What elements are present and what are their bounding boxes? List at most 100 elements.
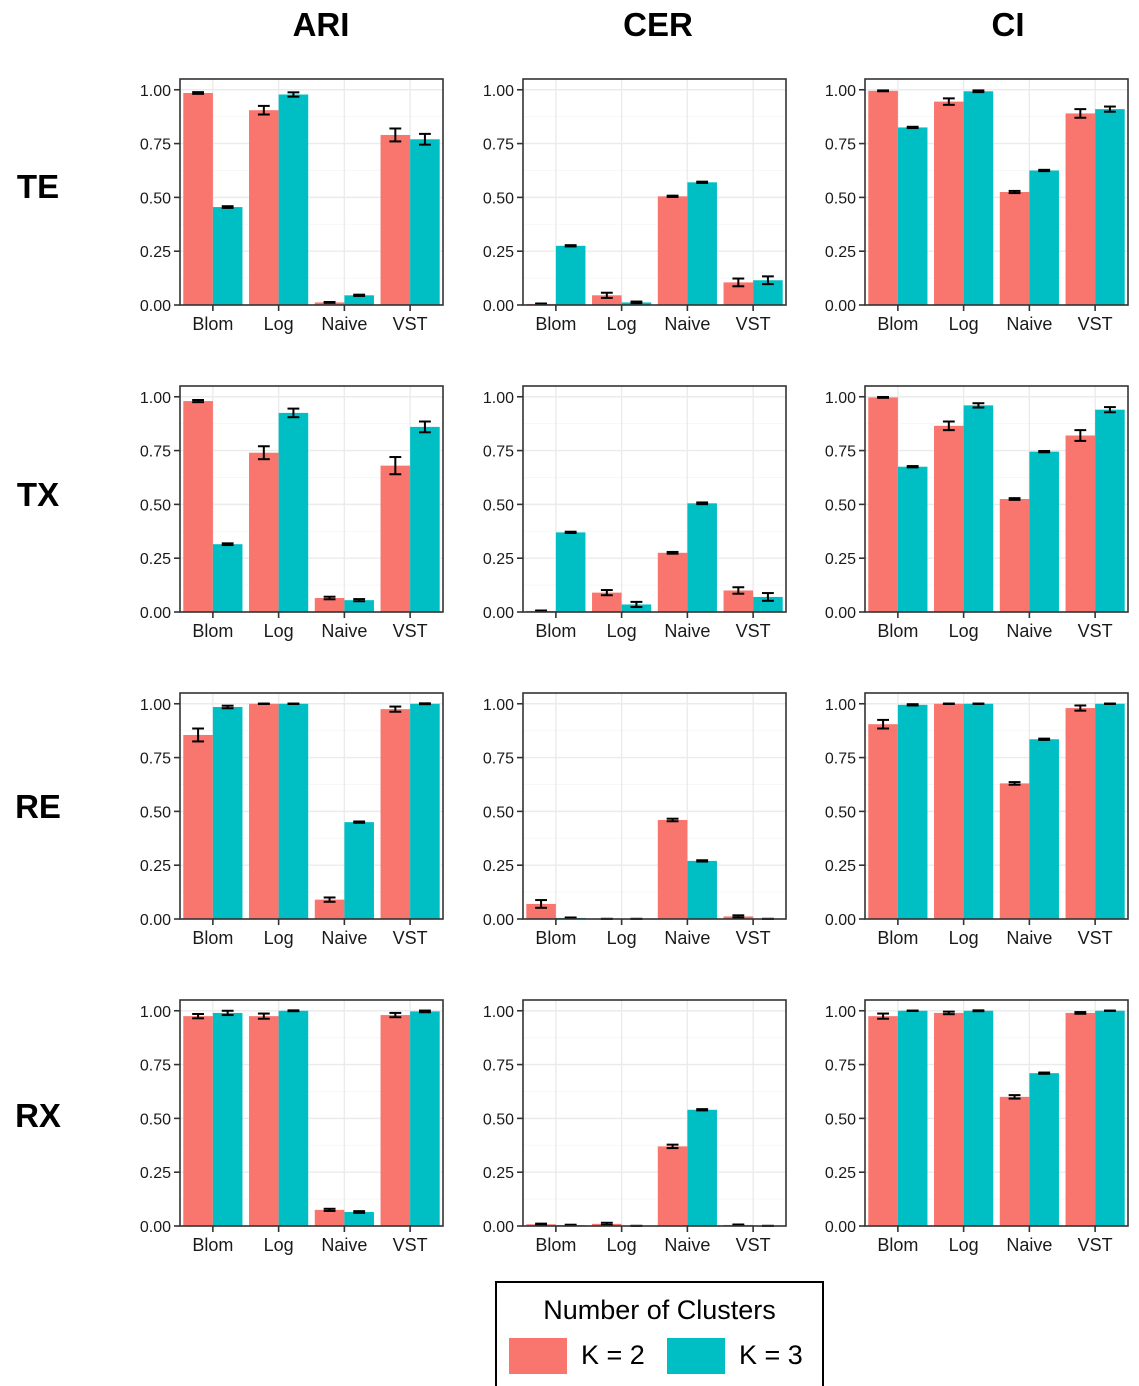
- y-tick-label-tx-ci-1-00: 1.00: [825, 390, 856, 407]
- bar-te-ci-blom-k-2: [868, 90, 898, 305]
- panel-border-re-ari: [179, 692, 444, 920]
- x-tick-label-te-ci-vst: VST: [1078, 314, 1113, 334]
- legend: Number of Clusters K = 2 K = 3: [495, 1281, 824, 1386]
- y-tick-label-te-ari-1-00: 1.00: [140, 83, 171, 100]
- x-tick-label-tx-ari-log: Log: [264, 621, 294, 641]
- bar-re-cer-naive-k-3: [687, 860, 717, 919]
- y-tick-label-rx-ari-0-25: 0.25: [140, 1165, 171, 1182]
- bar-rx-ci-blom-k-3: [897, 1010, 928, 1226]
- bar-re-ci-vst-k-2: [1065, 708, 1096, 919]
- bar-rx-ci-blom-k-2: [868, 1016, 898, 1226]
- x-tick-label-re-ari-log: Log: [264, 928, 294, 948]
- bar-re-ci-vst-k-3: [1095, 703, 1125, 919]
- x-tick-label-re-ari-vst: VST: [393, 928, 428, 948]
- bar-tx-ci-vst-k-3: [1095, 409, 1125, 612]
- bar-te-ci-naive-k-3: [1029, 170, 1059, 305]
- bar-re-ci-blom-k-2: [868, 724, 898, 919]
- row-label-rx: RX: [15, 1097, 61, 1134]
- x-tick-label-te-cer-naive: Naive: [664, 314, 710, 334]
- y-tick-label-re-ari-0-75: 0.75: [140, 751, 171, 768]
- bar-tx-cer-blom-k-3: [555, 532, 586, 612]
- bar-tx-cer-vst-k-2: [723, 590, 754, 612]
- y-tick-label-te-ari-0-25: 0.25: [140, 244, 171, 261]
- x-tick-label-rx-ari-naive: Naive: [321, 1235, 367, 1255]
- panel-border-tx-cer: [522, 385, 787, 613]
- panel-border-te-ari: [179, 78, 444, 306]
- y-tick-label-tx-cer-1-00: 1.00: [483, 390, 514, 407]
- x-tick-label-te-cer-blom: Blom: [535, 314, 576, 334]
- y-tick-label-te-cer-0-75: 0.75: [483, 137, 514, 154]
- bar-re-cer-naive-k-2: [657, 819, 688, 919]
- x-tick-label-tx-cer-vst: VST: [736, 621, 771, 641]
- panel-border-re-ci: [864, 692, 1129, 920]
- bar-tx-ari-log-k-3: [278, 412, 309, 612]
- y-tick-label-tx-ari-0-50: 0.50: [140, 497, 171, 514]
- y-tick-label-te-cer-0-25: 0.25: [483, 244, 514, 261]
- x-tick-label-tx-ari-blom: Blom: [192, 621, 233, 641]
- bar-rx-ari-vst-k-3: [410, 1011, 440, 1226]
- y-tick-label-te-ci-1-00: 1.00: [825, 83, 856, 100]
- bar-te-cer-naive-k-2: [657, 196, 688, 305]
- y-tick-label-tx-ci-0-00: 0.00: [825, 605, 856, 622]
- x-tick-label-tx-ari-naive: Naive: [321, 621, 367, 641]
- x-tick-label-rx-ci-blom: Blom: [877, 1235, 918, 1255]
- legend-label-k3: K = 3: [739, 1340, 803, 1370]
- column-title-ari: ARI: [293, 6, 350, 43]
- bar-tx-ari-naive-k-3: [344, 600, 374, 612]
- bar-rx-ari-log-k-3: [278, 1010, 309, 1226]
- row-label-te: TE: [17, 168, 59, 205]
- bar-te-cer-log-k-2: [592, 295, 622, 305]
- x-tick-label-re-ci-blom: Blom: [877, 928, 918, 948]
- x-tick-label-re-ari-blom: Blom: [192, 928, 233, 948]
- x-tick-label-rx-cer-blom: Blom: [535, 1235, 576, 1255]
- y-tick-label-te-ci-0-00: 0.00: [825, 298, 856, 315]
- bar-rx-ci-log-k-3: [963, 1010, 994, 1226]
- x-tick-label-re-ci-naive: Naive: [1006, 928, 1052, 948]
- panel-background-rx-cer: [523, 1000, 786, 1226]
- x-tick-label-rx-ari-log: Log: [264, 1235, 294, 1255]
- y-tick-label-rx-cer-0-50: 0.50: [483, 1111, 514, 1128]
- bar-tx-ari-blom-k-2: [183, 401, 213, 612]
- x-tick-label-tx-ci-log: Log: [949, 621, 979, 641]
- x-tick-label-te-ari-log: Log: [264, 314, 294, 334]
- legend-label-k2: K = 2: [581, 1340, 645, 1370]
- x-tick-label-re-cer-naive: Naive: [664, 928, 710, 948]
- y-tick-label-re-ari-0-25: 0.25: [140, 858, 171, 875]
- y-tick-label-rx-ci-0-75: 0.75: [825, 1058, 856, 1075]
- x-tick-label-rx-ci-naive: Naive: [1006, 1235, 1052, 1255]
- x-tick-label-rx-cer-log: Log: [607, 1235, 637, 1255]
- x-tick-label-re-ci-vst: VST: [1078, 928, 1113, 948]
- bar-tx-ari-vst-k-3: [410, 426, 440, 612]
- bar-re-ci-log-k-3: [963, 703, 994, 919]
- panel-border-rx-ari: [179, 999, 444, 1227]
- bar-re-ci-naive-k-2: [999, 783, 1030, 919]
- bar-tx-ci-naive-k-2: [999, 499, 1030, 612]
- bar-re-ari-vst-k-3: [410, 703, 440, 919]
- y-tick-label-te-ari-0-00: 0.00: [140, 298, 171, 315]
- bar-te-ari-naive-k-3: [344, 295, 374, 305]
- bar-tx-cer-log-k-3: [621, 604, 652, 612]
- y-tick-label-re-cer-1-00: 1.00: [483, 697, 514, 714]
- y-tick-label-te-cer-0-50: 0.50: [483, 190, 514, 207]
- bar-rx-cer-naive-k-2: [657, 1146, 688, 1226]
- bar-te-cer-naive-k-3: [687, 182, 717, 305]
- x-tick-label-te-ci-blom: Blom: [877, 314, 918, 334]
- bar-te-ci-log-k-2: [934, 101, 964, 305]
- y-tick-label-re-ci-0-50: 0.50: [825, 804, 856, 821]
- y-tick-label-tx-ci-0-75: 0.75: [825, 444, 856, 461]
- y-tick-label-tx-cer-0-25: 0.25: [483, 551, 514, 568]
- bar-te-ari-vst-k-2: [380, 134, 411, 305]
- bar-te-cer-vst-k-2: [723, 282, 754, 305]
- panel-border-rx-ci: [864, 999, 1129, 1227]
- x-tick-label-te-cer-log: Log: [607, 314, 637, 334]
- y-tick-label-te-ari-0-50: 0.50: [140, 190, 171, 207]
- y-tick-label-re-ari-0-00: 0.00: [140, 912, 171, 929]
- bar-rx-cer-naive-k-3: [687, 1109, 717, 1226]
- x-tick-label-te-ari-vst: VST: [393, 314, 428, 334]
- x-tick-label-tx-ci-blom: Blom: [877, 621, 918, 641]
- y-tick-label-tx-cer-0-00: 0.00: [483, 605, 514, 622]
- bar-te-ari-vst-k-3: [410, 139, 440, 305]
- bar-rx-ari-naive-k-3: [344, 1212, 374, 1226]
- bar-tx-cer-naive-k-3: [687, 503, 717, 612]
- bar-tx-ci-blom-k-2: [868, 397, 898, 612]
